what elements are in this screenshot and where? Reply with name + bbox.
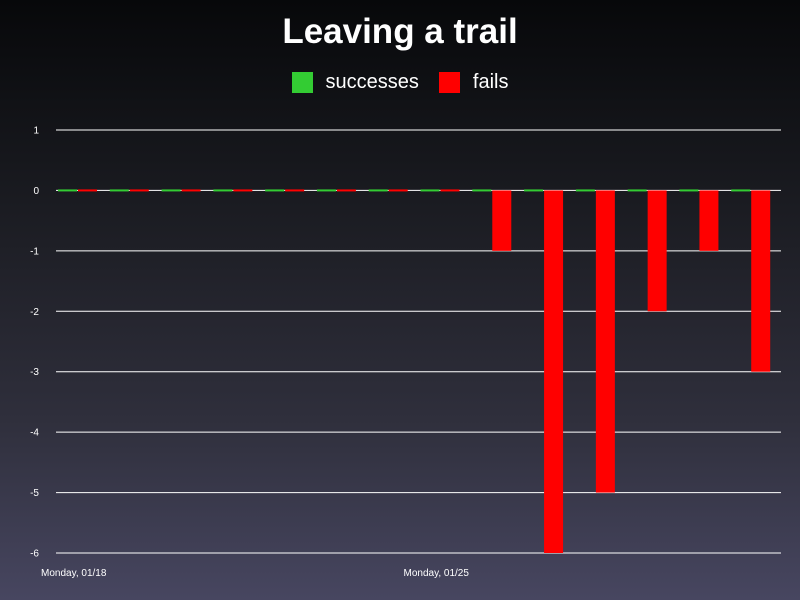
bar-successes — [472, 189, 492, 192]
bar-fails — [388, 189, 408, 192]
bar-successes — [316, 189, 336, 192]
bar-fails — [181, 189, 201, 192]
bar-successes — [368, 189, 388, 192]
bar-fails — [233, 189, 253, 192]
bar-successes — [679, 189, 699, 192]
bar-fails — [647, 190, 667, 312]
y-tick-label: -4 — [30, 428, 39, 439]
chart-legend: successes fails — [0, 71, 800, 94]
bar-successes — [524, 189, 544, 192]
bar-successes — [731, 189, 751, 192]
y-tick-label: -6 — [30, 549, 39, 560]
bar-fails — [492, 190, 512, 251]
legend-label-fails: fails — [472, 71, 509, 93]
y-tick-label: -1 — [30, 246, 39, 257]
bar-successes — [627, 189, 647, 192]
legend-item-fails: fails — [438, 71, 509, 94]
legend-item-successes: successes — [291, 71, 419, 94]
bar-successes — [420, 189, 440, 192]
bar-fails — [699, 190, 719, 251]
bar-fails — [336, 189, 356, 192]
bar-successes — [575, 189, 595, 192]
legend-swatch-fails — [438, 72, 460, 93]
y-tick-label: -5 — [30, 488, 39, 499]
bar-successes — [58, 189, 77, 192]
bar-fails — [751, 190, 771, 372]
bar-fails — [78, 189, 97, 192]
y-tick-label: 0 — [33, 186, 39, 197]
bar-successes — [265, 189, 285, 192]
bar-fails — [440, 189, 460, 192]
bar-fails — [595, 190, 615, 493]
x-tick-label: Monday, 01/25 — [404, 568, 470, 579]
bar-fails — [544, 190, 564, 553]
legend-label-successes: successes — [325, 71, 419, 93]
y-tick-label: 1 — [33, 126, 39, 137]
bar-fails — [129, 189, 149, 192]
bar-fails — [285, 189, 305, 192]
legend-swatch-successes — [291, 72, 313, 93]
bar-successes — [213, 189, 233, 192]
bar-successes — [109, 189, 129, 192]
x-tick-label: Monday, 01/18 — [41, 568, 107, 579]
y-tick-label: -3 — [30, 367, 39, 378]
chart-title: Leaving a trail — [282, 12, 518, 51]
bar-successes — [161, 189, 181, 192]
y-tick-label: -2 — [30, 307, 39, 318]
